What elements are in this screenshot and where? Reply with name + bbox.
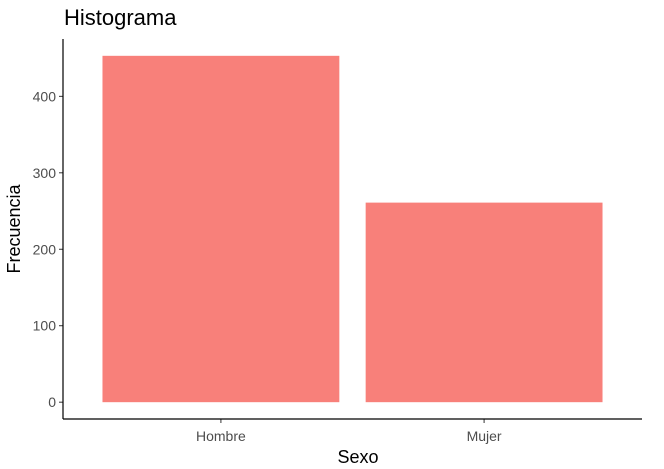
- x-axis-ticks: Hombre Mujer: [196, 419, 502, 444]
- y-tick-label: 200: [33, 241, 57, 257]
- bar-mujer: [365, 202, 603, 403]
- x-axis-title: Sexo: [337, 447, 378, 467]
- y-tick-label: 0: [48, 394, 56, 410]
- chart-title: Histograma: [64, 5, 177, 30]
- bars-group: [102, 55, 603, 403]
- y-axis-title: Frecuencia: [4, 183, 24, 273]
- y-tick-label: 100: [33, 318, 57, 334]
- y-tick-label: 400: [33, 88, 57, 104]
- bar-hombre: [102, 55, 340, 403]
- x-tick-label: Hombre: [196, 428, 246, 444]
- y-axis-ticks: 0 100 200 300 400: [33, 88, 63, 410]
- y-tick-label: 300: [33, 165, 57, 181]
- x-tick-label: Mujer: [467, 428, 502, 444]
